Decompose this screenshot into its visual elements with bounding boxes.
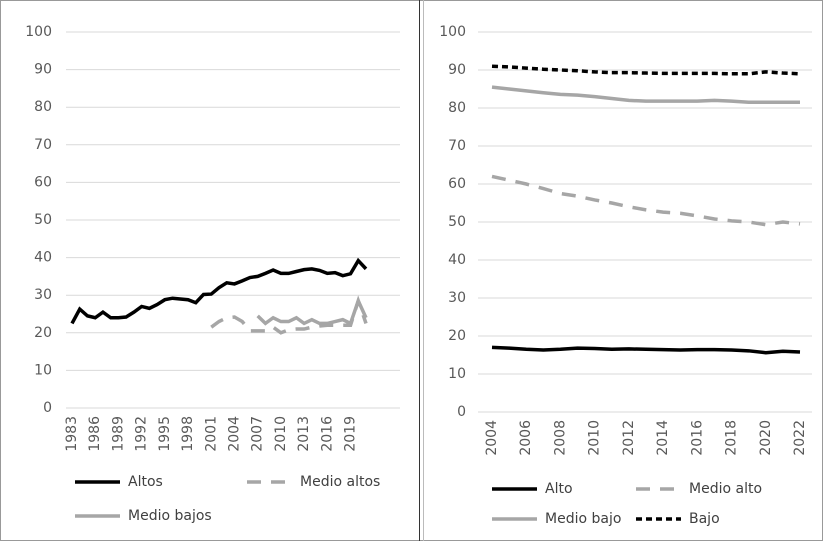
line-series bbox=[491, 64, 801, 76]
line-series bbox=[70, 257, 368, 325]
y-tick-label: 0 bbox=[457, 404, 466, 420]
y-tick-label: 70 bbox=[34, 137, 52, 153]
legend-label: Medio bajos bbox=[128, 508, 212, 524]
legend-label: Bajo bbox=[689, 511, 720, 527]
x-tick-label: 2004 bbox=[484, 420, 500, 456]
y-tick-label: 50 bbox=[448, 214, 466, 230]
x-tick-label: 2007 bbox=[250, 416, 266, 452]
x-tick-label: 2001 bbox=[203, 416, 219, 452]
y-tick-label: 10 bbox=[34, 362, 52, 378]
x-tick-label: 2016 bbox=[319, 416, 335, 452]
y-tick-label: 60 bbox=[34, 174, 52, 190]
x-tick-label: 2013 bbox=[296, 416, 312, 452]
y-tick-label: 60 bbox=[448, 176, 466, 192]
line-series bbox=[256, 296, 368, 326]
x-tick-label: 1989 bbox=[110, 416, 126, 452]
y-tick-label: 70 bbox=[448, 138, 466, 154]
x-tick-label: 2010 bbox=[587, 420, 603, 456]
line-series bbox=[491, 174, 801, 227]
x-tick-label: 2016 bbox=[689, 420, 705, 456]
y-tick-label: 80 bbox=[34, 99, 52, 115]
x-tick-label: 2020 bbox=[758, 420, 774, 456]
x-tick-label: 1983 bbox=[64, 416, 80, 452]
x-tick-label: 2010 bbox=[273, 416, 289, 452]
y-tick-label: 100 bbox=[439, 24, 466, 40]
y-tick-label: 50 bbox=[34, 212, 52, 228]
x-tick-label: 1986 bbox=[87, 416, 103, 452]
y-tick-label: 0 bbox=[43, 400, 52, 416]
x-tick-label: 2014 bbox=[655, 420, 671, 456]
x-tick-label: 2004 bbox=[226, 416, 242, 452]
x-tick-label: 2022 bbox=[792, 420, 808, 456]
x-tick-label: 2006 bbox=[518, 420, 534, 456]
x-tick-label: 2012 bbox=[621, 420, 637, 456]
line-series bbox=[491, 345, 801, 355]
legend-label: Medio altos bbox=[300, 474, 380, 490]
y-tick-label: 80 bbox=[448, 100, 466, 116]
legend-label: Medio alto bbox=[689, 481, 762, 497]
x-tick-label: 1998 bbox=[180, 416, 196, 452]
y-tick-label: 20 bbox=[448, 328, 466, 344]
y-tick-label: 40 bbox=[34, 250, 52, 266]
y-tick-label: 30 bbox=[448, 290, 466, 306]
x-tick-label: 2019 bbox=[343, 416, 359, 452]
y-tick-label: 30 bbox=[34, 287, 52, 303]
x-tick-label: 2008 bbox=[552, 420, 568, 456]
legend-label: Medio bajo bbox=[545, 511, 621, 527]
y-tick-label: 90 bbox=[448, 62, 466, 78]
line-series bbox=[210, 295, 368, 335]
legend-label: Alto bbox=[545, 481, 573, 497]
y-tick-label: 10 bbox=[448, 366, 466, 382]
y-tick-label: 100 bbox=[25, 24, 52, 40]
y-tick-label: 90 bbox=[34, 62, 52, 78]
y-tick-label: 40 bbox=[448, 252, 466, 268]
legend-label: Altos bbox=[128, 474, 163, 490]
line-series bbox=[491, 85, 800, 105]
x-tick-label: 1992 bbox=[134, 416, 150, 452]
x-tick-label: 2018 bbox=[724, 420, 740, 456]
x-tick-label: 1995 bbox=[157, 416, 173, 452]
y-tick-label: 20 bbox=[34, 325, 52, 341]
